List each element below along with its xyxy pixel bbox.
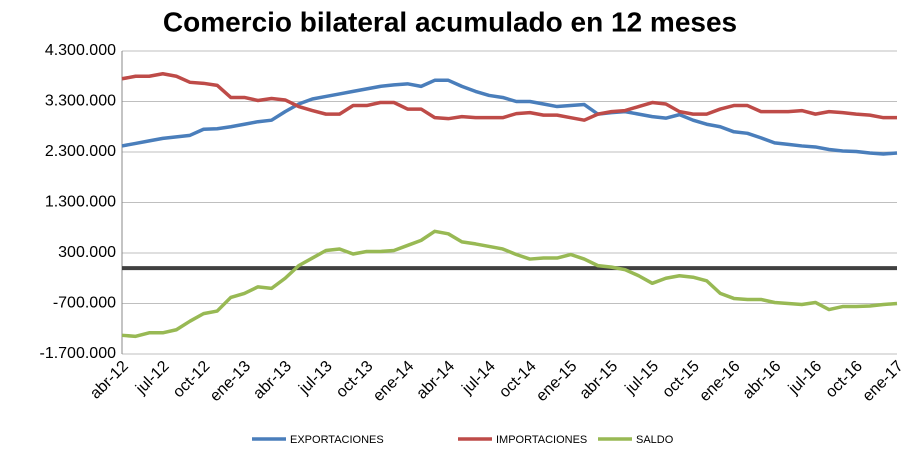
series-line (121, 78, 898, 156)
x-tick-label: jul-16 (785, 358, 825, 398)
y-tick-label: 2.300.000 (45, 143, 116, 160)
x-tick-label: ene-14 (370, 358, 417, 405)
series-line (121, 229, 898, 339)
x-tick-label: oct-13 (333, 358, 377, 402)
x-tick-label: jul-15 (622, 358, 662, 398)
y-tick-label: -700.000 (53, 295, 116, 312)
x-tick-label: ene-15 (533, 358, 580, 405)
y-tick-label: 300.000 (58, 244, 116, 261)
x-tick-label: oct-12 (170, 358, 214, 402)
x-tick-label: abr-15 (577, 358, 622, 403)
x-tick-label: oct-15 (659, 358, 703, 402)
series-line (121, 71, 897, 122)
x-tick-label: abr-16 (740, 358, 785, 403)
x-tick-label: ene-17 (860, 358, 901, 405)
chart-title: Comercio bilateral acumulado en 12 meses (163, 6, 737, 37)
y-tick-label: 1.300.000 (45, 194, 116, 211)
y-tick-label: -1.700.000 (39, 345, 116, 362)
legend-label: IMPORTACIONES (496, 434, 587, 446)
x-tick-label: abr-13 (250, 358, 295, 403)
x-tick-label: jul-12 (132, 358, 172, 398)
x-tick-label: jul-13 (295, 358, 335, 398)
legend-label: EXPORTACIONES (290, 434, 384, 446)
x-tick-label: jul-14 (459, 358, 499, 398)
x-tick-label: oct-16 (823, 358, 867, 402)
y-tick-label: 3.300.000 (45, 93, 116, 110)
x-tick-label: oct-14 (496, 358, 540, 402)
x-tick-label: abr-12 (87, 358, 132, 403)
x-tick-label: ene-16 (696, 358, 743, 405)
y-tick-label: 4.300.000 (45, 42, 116, 59)
x-tick-label: ene-13 (207, 358, 254, 405)
x-tick-label: abr-14 (413, 358, 458, 403)
legend-label: SALDO (636, 434, 674, 446)
